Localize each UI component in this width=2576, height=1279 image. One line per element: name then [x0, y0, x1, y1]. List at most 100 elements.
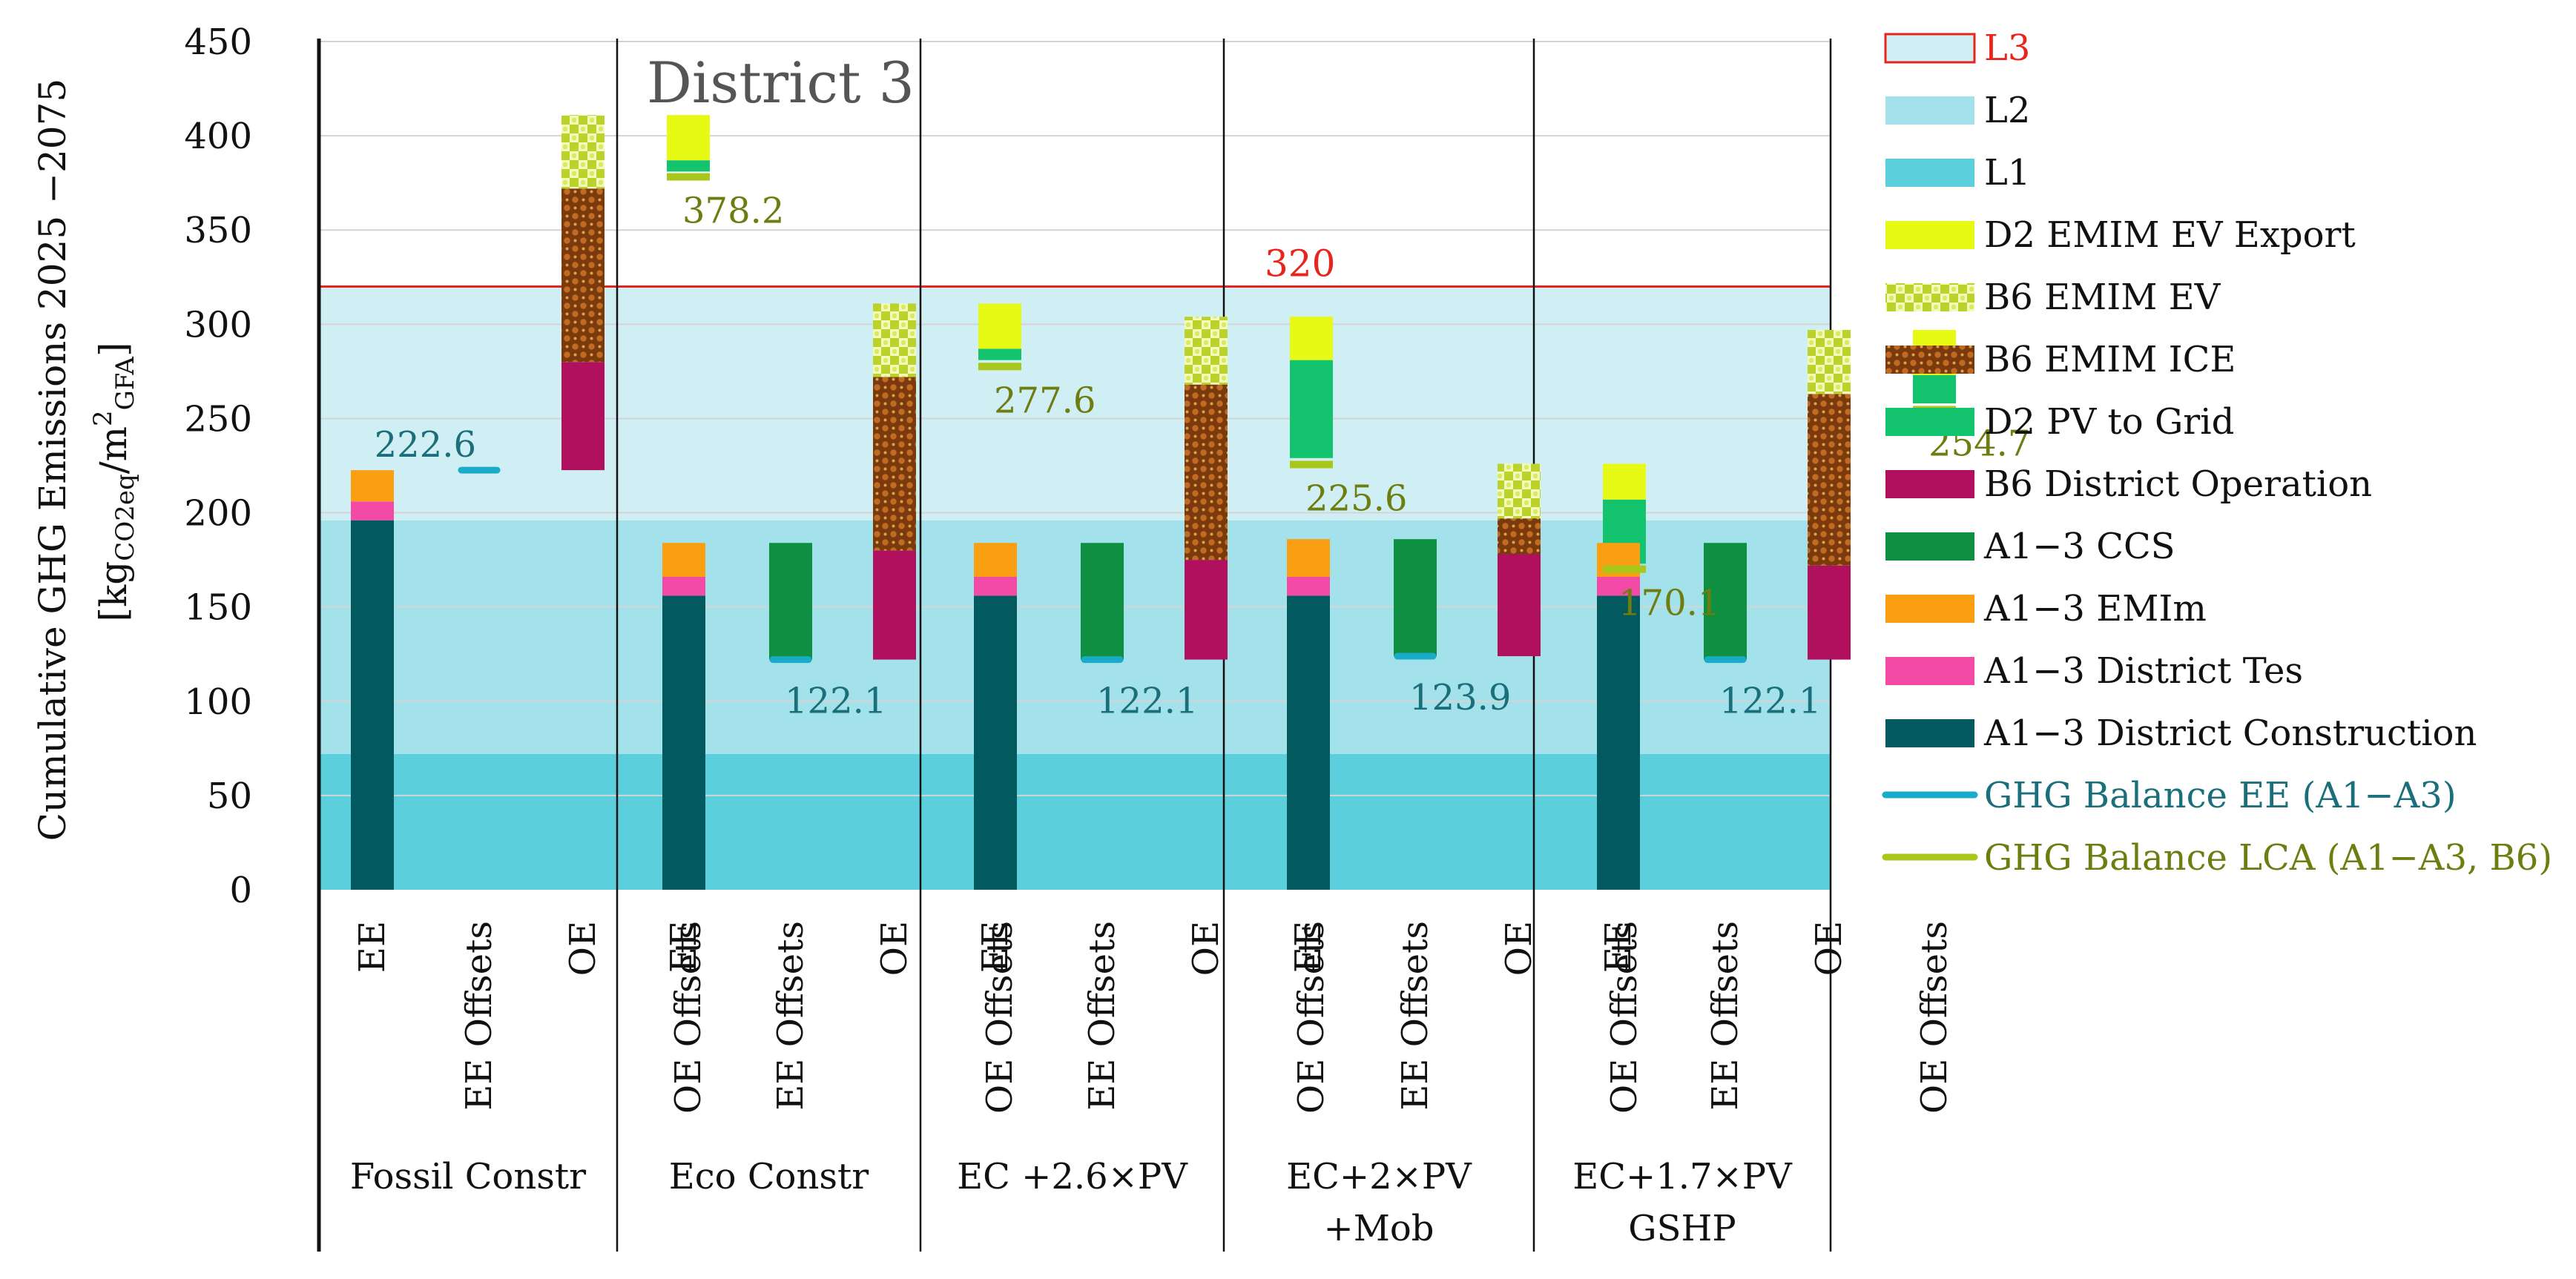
legend-item-a1-3-emim: A1−3 EMIm: [1885, 588, 2207, 629]
bar-oe-offsets-d2-pv-to-grid: [1290, 360, 1333, 458]
legend-label: D2 EMIM EV Export: [1984, 214, 2356, 256]
legend-item-b6-district-operation: B6 District Operation: [1885, 463, 2372, 505]
legend-label: A1−3 District Construction: [1983, 713, 2477, 754]
bar-label-oe: OE: [1498, 921, 1540, 976]
bars: [351, 115, 1956, 890]
bar-ee-a1-3-emim: [974, 543, 1017, 577]
bar-oe-offsets-d2-emim-ev-export: [1603, 463, 1646, 500]
legend-swatch: [1885, 283, 1974, 311]
bar-ee-a1-3-emim: [662, 543, 705, 577]
ee-balance-label: 123.9: [1409, 677, 1511, 718]
scenario-name-line2: +Mob: [1324, 1208, 1434, 1249]
bar-oe-b6-emim-ice: [873, 377, 916, 551]
bar-label-ee-offsets: EE Offsets: [770, 921, 811, 1111]
legend-item-l3: L3: [1884, 27, 2030, 69]
legend-item-d2-pv-to-grid: D2 PV to Grid: [1885, 401, 2234, 443]
legend-label: A1−3 CCS: [1983, 526, 2175, 567]
legend-item-d2-emim-ev-export: D2 EMIM EV Export: [1885, 214, 2356, 256]
ee-balance-label: 122.1: [1719, 681, 1821, 722]
bar-oe-offsets-d2-emim-ev-export: [978, 303, 1021, 349]
lca-balance-label: 277.6: [994, 380, 1096, 421]
bar-oe-offsets-d2-pv-to-grid: [978, 348, 1021, 360]
bar-label-oe: OE: [562, 921, 604, 976]
legend-item-ghg-balance-ee-a1-a3: GHG Balance EE (A1−A3): [1882, 775, 2457, 816]
bar-label-oe-offsets: OE Offsets: [668, 921, 709, 1114]
band-l1: [319, 753, 1831, 890]
bar-oe-b6-emim-ice: [1808, 394, 1851, 566]
legend-swatch: [1885, 532, 1974, 561]
bar-oe-b6-emim-ice: [1185, 384, 1228, 561]
bar-ee-offsets-a1-3-ccs: [1394, 539, 1437, 657]
bar-ee-offsets-a1-3-ccs: [1704, 543, 1747, 660]
y-label-suffix: ]: [92, 343, 135, 357]
y-tick-label: 250: [184, 398, 252, 440]
ee-balance-label: 222.6: [375, 424, 476, 466]
bar-label-ee: EE: [352, 921, 393, 973]
legend-item-l2: L2: [1885, 90, 2030, 131]
bar-label-oe-offsets: OE Offsets: [1914, 921, 1955, 1114]
bar-ee-offsets-a1-3-ccs: [1081, 543, 1124, 660]
limit-line-label: 320: [1265, 242, 1335, 285]
bar-oe-b6-district-operation: [1808, 565, 1851, 660]
legend-label: A1−3 District Tes: [1983, 650, 2303, 692]
lca-balance-label: 170.1: [1618, 583, 1720, 624]
y-tick-label: 100: [184, 681, 252, 723]
y-tick-label: 50: [207, 776, 252, 817]
legend-item-b6-emim-ev: B6 EMIM EV: [1885, 277, 2221, 318]
bar-oe-b6-emim-ev: [1185, 317, 1228, 385]
y-tick-label: 0: [229, 870, 252, 911]
y-axis: 0 50 100 150 200 250 300 350 400 450: [184, 22, 252, 911]
bar-ee-a1-3-district-construction: [1287, 595, 1330, 890]
bar-ee-a1-3-emim: [1287, 539, 1330, 577]
bar-oe-b6-emim-ev: [561, 115, 605, 189]
bar-label-ee-offsets: EE Offsets: [1704, 921, 1746, 1111]
bar-oe-b6-district-operation: [1498, 554, 1541, 657]
bar-ee-offsets-a1-3-ccs: [769, 543, 812, 660]
legend-label: B6 EMIM ICE: [1984, 339, 2236, 380]
scenario-name: EC+1.7×PV: [1572, 1156, 1793, 1197]
legend-label: B6 District Operation: [1984, 463, 2372, 505]
bar-label-ee: EE: [663, 921, 705, 973]
y-tick-label: 350: [184, 210, 252, 251]
bar-oe-b6-emim-ev: [1498, 463, 1541, 519]
legend-swatch: [1884, 33, 1976, 64]
bar-label-ee-offsets: EE Offsets: [458, 921, 500, 1111]
bar-oe-offsets-d2-emim-ev-export: [667, 115, 710, 161]
bar-ee-a1-3-district-construction: [974, 595, 1017, 890]
bar-oe-b6-emim-ev: [1808, 329, 1851, 394]
legend-item-a1-3-ccs: A1−3 CCS: [1885, 526, 2175, 567]
legend-item-a1-3-district-tes: A1−3 District Tes: [1885, 650, 2303, 692]
bar-oe-b6-district-operation: [1185, 560, 1228, 660]
x-axis-labels: EE EE Offsets OE OE Offsets Fossil Constr EE E…: [350, 921, 1955, 1249]
y-axis-label-line2: [kgCO2eq/m2GFA]: [88, 343, 140, 622]
bar-ee-a1-3-district-tes: [974, 576, 1017, 596]
y-label-sup: 2: [88, 410, 118, 426]
y-tick-label: 450: [184, 22, 252, 63]
legend-swatch: [1885, 96, 1974, 125]
bar-ee-a1-3-district-tes: [1597, 576, 1640, 596]
legend-label: L1: [1984, 152, 2030, 194]
bar-ee-a1-3-district-tes: [351, 501, 394, 520]
legend-item-l1: L1: [1885, 152, 2030, 194]
bar-label-oe-offsets: OE Offsets: [1604, 921, 1645, 1114]
bar-oe-offsets-d2-emim-ev-export: [1290, 317, 1333, 360]
bar-label-oe: OE: [874, 921, 915, 976]
y-tick-label: 400: [184, 116, 252, 157]
legend-label: GHG Balance EE (A1−A3): [1984, 775, 2457, 816]
legend-swatch: [1885, 595, 1974, 623]
legend-swatch: [1885, 159, 1974, 187]
bar-oe-offsets-d2-pv-to-grid: [667, 160, 710, 172]
legend-swatch: [1885, 221, 1974, 249]
legend-swatch: [1885, 346, 1974, 374]
gridlines: [319, 41, 1831, 796]
scenario-name: EC+2×PV: [1286, 1156, 1472, 1197]
legend-label: D2 PV to Grid: [1984, 401, 2234, 443]
bar-label-ee-offsets: EE Offsets: [1394, 921, 1436, 1111]
legend-swatch: [1885, 719, 1974, 747]
bar-ee-a1-3-district-tes: [1287, 576, 1330, 596]
legend: L3 L2 L1 D2 EMIM EV Export B6 EMIM EV B6 EMIM…: [1882, 27, 2552, 879]
legend-swatch: [1885, 657, 1974, 685]
legend-swatch: [1885, 408, 1974, 436]
